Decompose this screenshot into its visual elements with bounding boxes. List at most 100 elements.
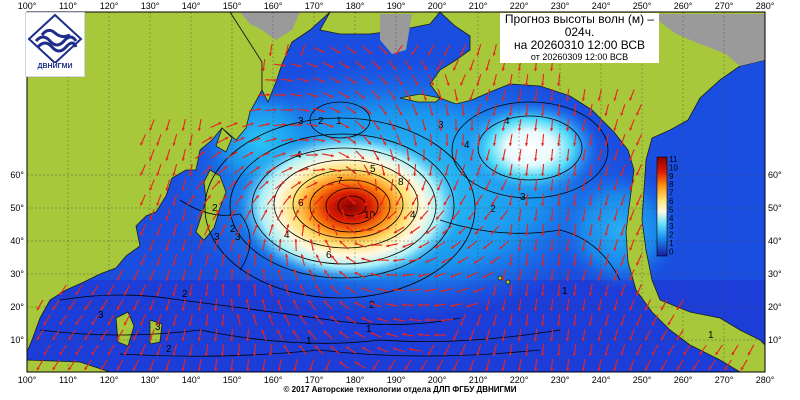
longitude-tick-label: 140°: [182, 375, 201, 385]
contour-label: 4: [284, 230, 290, 241]
contour-label: 2: [230, 224, 236, 235]
contour-label: 3: [155, 322, 161, 333]
contour-label: 7: [337, 176, 343, 187]
contour-label: 6: [298, 198, 304, 209]
longitude-tick-label: 260°: [674, 1, 693, 11]
longitude-tick-label: 150°: [223, 1, 242, 11]
storm-wave-area: [238, 132, 462, 282]
latitude-tick-label: 20°: [768, 302, 782, 312]
color-scale-label: 3: [669, 222, 674, 231]
color-scale-label: 11: [669, 155, 678, 164]
longitude-tick-label: 180°: [346, 375, 365, 385]
contour-label: 4: [296, 150, 302, 161]
latitude-tick-label: 40°: [768, 236, 782, 246]
color-scale-label: 8: [669, 180, 674, 189]
longitude-tick-label: 140°: [182, 1, 201, 11]
latitude-tick-label: 10°: [768, 335, 782, 345]
latitude-tick-label: 60°: [10, 170, 24, 180]
contour-label: 2: [490, 204, 496, 215]
longitude-tick-label: 190°: [387, 375, 406, 385]
copyright-footer: © 2017 Авторские технологии отдела ДЛП Ф…: [283, 385, 517, 394]
longitude-tick-label: 270°: [715, 375, 734, 385]
longitude-tick-label: 110°: [59, 375, 77, 385]
longitude-tick-label: 170°: [305, 1, 324, 11]
longitude-tick-label: 210°: [469, 375, 488, 385]
longitude-tick-label: 220°: [510, 375, 529, 385]
latitude-tick-label: 20°: [10, 302, 24, 312]
longitude-tick-label: 130°: [141, 375, 160, 385]
longitude-tick-label: 170°: [305, 375, 324, 385]
longitude-tick-label: 100°: [18, 1, 37, 11]
longitude-tick-label: 220°: [510, 1, 529, 11]
longitude-tick-label: 130°: [141, 1, 160, 11]
color-scale-label: 5: [669, 205, 674, 214]
color-scale-label: 6: [669, 197, 674, 206]
contour-label: 2: [212, 203, 218, 214]
longitude-tick-label: 280°: [756, 1, 775, 11]
longitude-tick-label: 270°: [715, 1, 734, 11]
longitude-tick-label: 190°: [387, 1, 406, 11]
contour-label: 6: [326, 250, 332, 261]
longitude-tick-label: 110°: [59, 1, 77, 11]
longitude-tick-label: 100°: [18, 375, 37, 385]
longitude-tick-label: 200°: [428, 375, 447, 385]
color-scale-label: 1: [669, 239, 674, 248]
latitude-tick-label: 50°: [10, 203, 24, 213]
forecast-base-time: от 20260309 12:00 ВСВ: [530, 52, 629, 62]
longitude-tick-label: 240°: [592, 375, 611, 385]
wave-direction-arrows: [36, 43, 755, 372]
contour-label: 3: [214, 232, 220, 243]
longitude-tick-label: 200°: [428, 1, 447, 11]
contour-label: 4: [464, 140, 470, 151]
color-scale-label: 4: [669, 214, 674, 223]
contour-label: 3: [520, 192, 526, 203]
longitude-tick-label: 160°: [264, 375, 283, 385]
logo-label: ДВНИГМИ: [37, 63, 73, 70]
longitude-tick-label: 250°: [633, 1, 652, 11]
lat-lon-grid: [27, 12, 765, 372]
contour-label-group: 1 2 2 2 2 3 3 3 3 3 3 4 4 4 4 5 6 6 7 8 …: [98, 116, 714, 355]
contour-label: 8: [398, 177, 404, 188]
longitude-tick-label: 260°: [674, 375, 693, 385]
contour-label: 1: [306, 336, 312, 347]
map-frame: [26, 11, 766, 373]
latitude-tick-label: 40°: [10, 236, 24, 246]
longitude-tick-label: 150°: [223, 375, 242, 385]
latitude-labels-right: 10° 20° 30° 40° 50° 60°: [768, 170, 782, 345]
contour-label: 3: [438, 120, 444, 131]
longitude-tick-label: 210°: [469, 1, 488, 11]
contour-label: 2: [369, 300, 375, 311]
color-scale-label: 10: [669, 163, 678, 172]
wave-height-contours: [39, 101, 621, 357]
title-line: 024ч.: [564, 25, 595, 39]
contour-label: 1: [562, 286, 568, 297]
latitude-labels-left: 10° 20° 30° 40° 50° 60°: [10, 170, 24, 345]
contour-label: 3: [98, 310, 104, 321]
longitude-tick-label: 120°: [100, 1, 119, 11]
longitude-tick-label: 180°: [346, 1, 365, 11]
latitude-tick-label: 60°: [768, 170, 782, 180]
longitude-tick-label: 160°: [264, 1, 283, 11]
color-scale-label: 7: [669, 189, 674, 198]
contour-label: 3: [235, 232, 241, 243]
contour-label: 2: [166, 344, 172, 355]
longitude-tick-label: 230°: [551, 1, 570, 11]
forecast-title: Прогноз высоты волн (м) – 024ч. на 20260…: [500, 13, 659, 63]
contour-label: 1: [336, 116, 342, 127]
contour-label: 1: [708, 330, 714, 341]
latitude-tick-label: 10°: [10, 335, 24, 345]
contour-label: 3: [298, 116, 304, 127]
color-scale-label: 2: [669, 231, 674, 240]
wave-logo-icon: [27, 13, 83, 65]
longitude-tick-label: 230°: [551, 375, 570, 385]
contour-label: 4: [504, 116, 510, 127]
contour-label: 10: [364, 210, 376, 221]
contour-label: 5: [370, 164, 376, 175]
latitude-tick-label: 30°: [10, 269, 24, 279]
contour-label: 2: [182, 289, 188, 300]
contour-label: 4: [410, 210, 416, 221]
latitude-tick-label: 50°: [768, 203, 782, 213]
longitude-tick-label: 120°: [100, 375, 119, 385]
